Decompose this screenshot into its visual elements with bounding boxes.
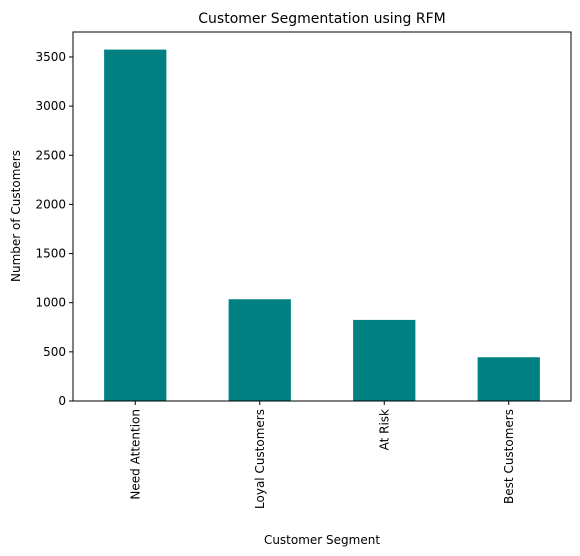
- y-tick-label: 1500: [35, 247, 66, 261]
- y-tick-label: 3000: [35, 99, 66, 113]
- x-axis-label: Customer Segment: [264, 533, 380, 547]
- bar-loyal-customers: [228, 299, 291, 401]
- y-tick-label: 500: [43, 345, 66, 359]
- plot-frame: [72, 31, 572, 402]
- x-tick-label: Best Customers: [502, 409, 516, 504]
- bar-need-attention: [104, 49, 167, 401]
- x-tick-label: Need Attention: [128, 409, 142, 500]
- chart-title: Customer Segmentation using RFM: [198, 11, 445, 27]
- y-tick-label: 2000: [35, 197, 66, 211]
- bar-at-risk: [353, 319, 416, 401]
- y-axis-label: Number of Customers: [9, 150, 23, 282]
- y-tick-label: 2500: [35, 148, 66, 162]
- y-tick-label: 0: [58, 394, 66, 408]
- y-tick-label: 1000: [35, 296, 66, 310]
- x-tick-label: Loyal Customers: [253, 409, 267, 509]
- x-tick-label: At Risk: [377, 409, 391, 450]
- plot-area: 0 500 1000 1500 2000 2500 3000 3500 Need Attenti…: [35, 31, 572, 509]
- y-tick-label: 3500: [35, 50, 66, 64]
- bar-best-customers: [477, 357, 540, 401]
